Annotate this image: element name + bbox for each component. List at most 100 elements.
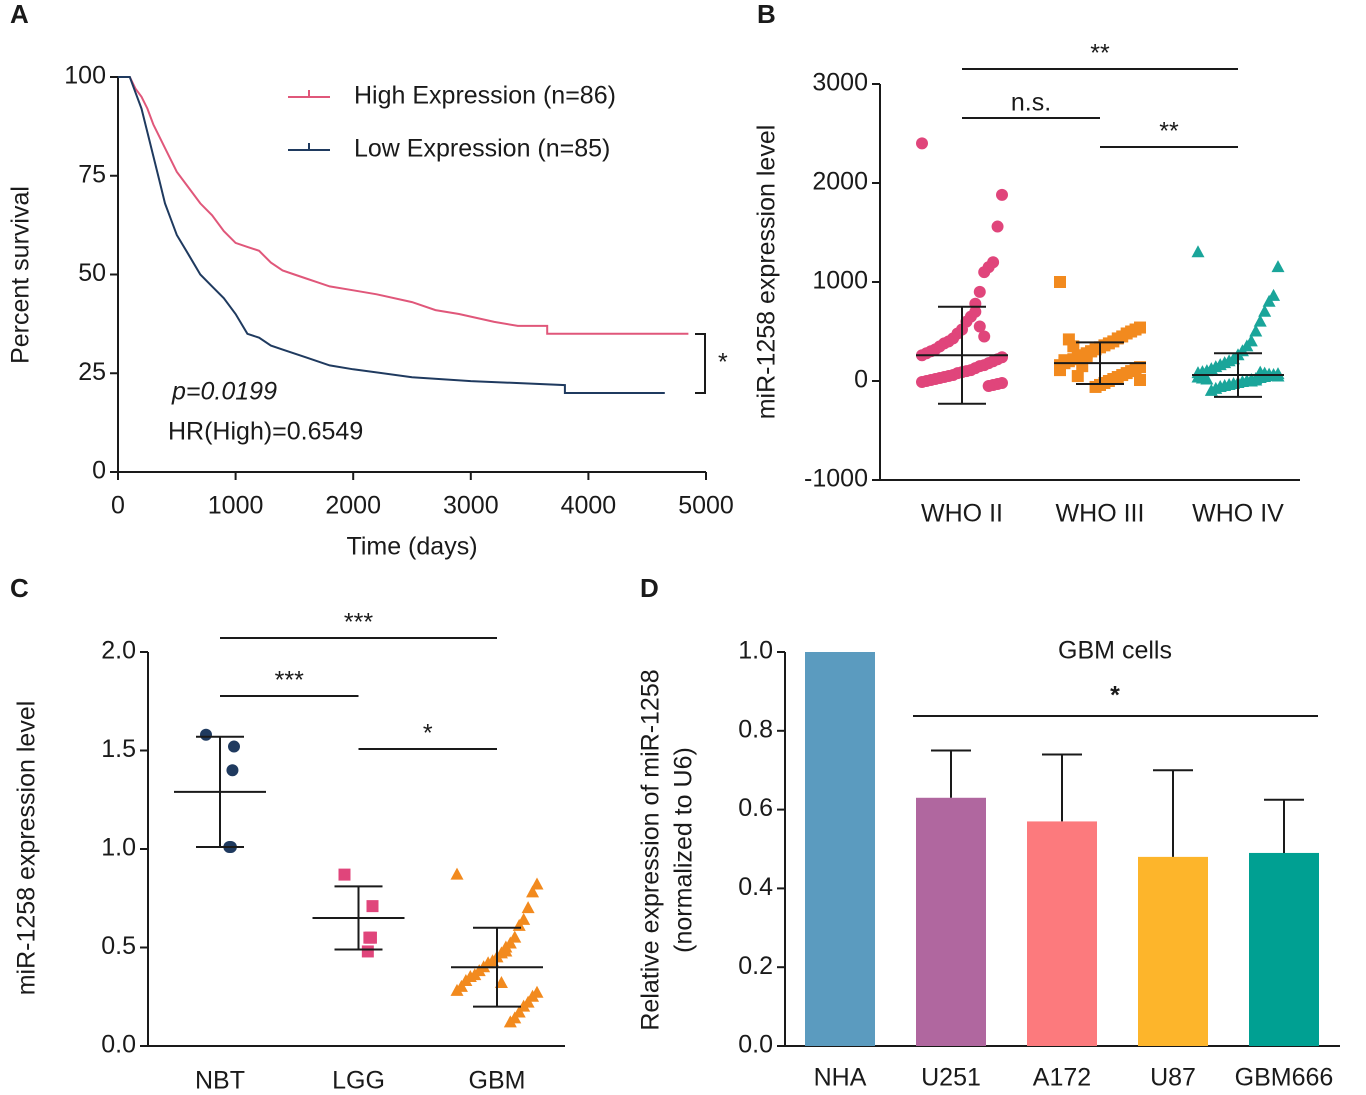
x-tick-label: 2000: [325, 492, 381, 520]
significance-label: *: [423, 720, 433, 748]
survival-line: [118, 76, 665, 394]
point: [982, 379, 995, 392]
point: [973, 285, 986, 298]
point: [366, 900, 379, 913]
point: [1271, 260, 1285, 273]
point: [450, 983, 464, 996]
x-tick-label: A172: [1033, 1064, 1091, 1092]
bar: [1138, 856, 1208, 1046]
point: [996, 188, 1008, 201]
x-tick-label: 3000: [443, 492, 499, 520]
bracket: [695, 333, 706, 394]
point: [916, 375, 928, 388]
y-tick-label: 1.0: [101, 834, 136, 862]
error-bar: [1153, 769, 1193, 857]
y-axis-label: Percent survival: [7, 186, 35, 364]
y-tick-label: 1.0: [738, 637, 773, 665]
point: [1244, 374, 1258, 387]
panel-label: A: [10, 0, 29, 29]
x-tick-label: GBM666: [1235, 1064, 1334, 1092]
panel-label: C: [10, 573, 29, 603]
y-tick-label: 0.0: [738, 1031, 773, 1059]
point: [991, 220, 1004, 233]
y-tick-label: 3000: [812, 69, 868, 97]
bar: [916, 797, 986, 1046]
point: [1134, 374, 1146, 387]
y-tick-label: 2000: [812, 168, 868, 196]
legend-label: High Expression (n=86): [354, 82, 616, 110]
significance-label: **: [1159, 118, 1179, 146]
point: [228, 740, 240, 753]
y-tick-label: 25: [78, 358, 106, 386]
point: [363, 931, 376, 944]
bar: [805, 652, 875, 1046]
point: [1054, 276, 1066, 288]
panel-label: D: [640, 573, 659, 603]
annotation: *: [718, 349, 728, 377]
point: [1191, 245, 1205, 258]
point: [1080, 350, 1093, 363]
y-tick-label: 100: [64, 62, 106, 90]
point: [1204, 383, 1218, 396]
x-tick-label: WHO IV: [1192, 500, 1284, 528]
point: [499, 944, 513, 957]
point: [1062, 333, 1075, 346]
significance-label: ***: [344, 609, 373, 637]
annotation: HR(High)=0.6549: [168, 418, 363, 446]
significance-label: ***: [275, 667, 304, 695]
significance-label: n.s.: [1011, 89, 1051, 117]
x-tick-label: NHA: [814, 1064, 867, 1092]
bar: [1027, 821, 1097, 1046]
error-bar: [1214, 352, 1262, 398]
y-tick-label: 0: [92, 457, 106, 485]
y-tick-label: 0.0: [101, 1031, 136, 1059]
error-bar: [196, 735, 244, 849]
error-bar: [473, 926, 521, 1008]
x-tick-label: 1000: [208, 492, 264, 520]
x-tick-label: WHO II: [921, 500, 1003, 528]
error-bar: [1076, 341, 1124, 385]
y-tick-label: 75: [78, 160, 106, 188]
point: [494, 975, 508, 988]
point: [226, 764, 239, 777]
point: [978, 266, 991, 279]
survival-line: [118, 76, 689, 335]
point: [1191, 370, 1205, 383]
x-tick-label: 5000: [678, 492, 734, 520]
bar: [1249, 852, 1319, 1046]
y-tick-label: -1000: [804, 465, 868, 493]
x-tick-label: GBM: [469, 1067, 526, 1095]
point: [973, 320, 986, 333]
y-axis-label: (normalized to U6): [670, 747, 698, 953]
point: [530, 877, 544, 890]
y-axis-label: miR-1258 expression level: [13, 701, 41, 996]
point: [978, 330, 991, 343]
point: [1054, 364, 1066, 377]
error-bar: [931, 749, 971, 798]
point: [521, 901, 535, 914]
y-tick-label: 0.5: [101, 932, 136, 960]
point: [1253, 314, 1267, 327]
y-tick-label: 50: [78, 259, 106, 287]
legend-label: Low Expression (n=85): [354, 135, 610, 163]
error-bar: [938, 305, 986, 405]
point: [361, 945, 374, 958]
y-tick-label: 0.4: [738, 873, 773, 901]
y-tick-label: 1.5: [101, 735, 136, 763]
point: [916, 137, 928, 150]
y-axis-label: miR-1258 expression level: [753, 125, 781, 420]
x-tick-label: 4000: [561, 492, 617, 520]
point: [1071, 370, 1084, 383]
point: [1258, 304, 1272, 317]
point: [338, 868, 351, 881]
point: [1249, 324, 1263, 337]
annotation: GBM cells: [1058, 637, 1172, 665]
panel-label: B: [757, 0, 776, 29]
y-tick-label: 0.8: [738, 715, 773, 743]
point: [1262, 294, 1276, 307]
y-tick-label: 0.6: [738, 794, 773, 822]
y-tick-label: 1000: [812, 267, 868, 295]
y-tick-label: 0.2: [738, 952, 773, 980]
annotation: *: [1110, 682, 1120, 710]
